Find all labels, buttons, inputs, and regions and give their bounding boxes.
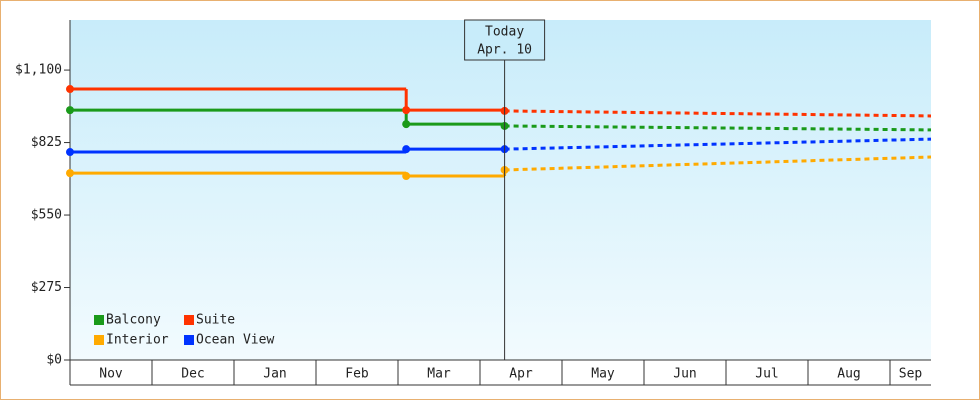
x-tick-label: Apr (509, 367, 533, 382)
price-point (66, 148, 74, 157)
forecast-segment (504, 155, 932, 172)
series (66, 137, 932, 157)
x-tick-label: Sep (899, 367, 923, 382)
price-point (402, 145, 411, 154)
today-box (464, 19, 546, 61)
legend-label: Suite (196, 313, 235, 328)
today-date: Apr. 10 (477, 43, 532, 58)
x-tick-label: Mar (427, 367, 451, 382)
forecast-segment (504, 109, 932, 118)
price-point (66, 85, 74, 94)
y-tick-label: $275 (31, 280, 62, 295)
legend-label: Ocean View (196, 333, 274, 348)
plot-area (70, 20, 931, 360)
forecast-segment (504, 124, 932, 132)
legend-label: Balcony (106, 313, 161, 328)
x-tick-label: Nov (99, 367, 123, 382)
today-title: Today (485, 25, 524, 40)
x-tick-label: Jan (263, 367, 286, 382)
x-tick-label: Jun (673, 367, 696, 382)
price-point (66, 169, 74, 178)
x-tick-label: May (591, 367, 615, 382)
y-tick-label: $0 (46, 353, 62, 368)
price-point (402, 120, 411, 129)
series (66, 85, 932, 118)
y-tick-label: $550 (31, 208, 62, 223)
legend-swatch (184, 335, 194, 345)
forecast-segment (504, 137, 932, 151)
x-tick-label: Feb (345, 367, 369, 382)
y-tick-label: $1,100 (15, 63, 62, 78)
x-tick-label: Jul (755, 367, 778, 382)
legend-label: Interior (106, 333, 169, 348)
series (66, 155, 932, 181)
price-point (66, 106, 74, 115)
legend-swatch (184, 315, 194, 325)
legend-swatch (94, 335, 104, 345)
price-point (402, 172, 411, 181)
x-tick-label: Aug (837, 367, 860, 382)
price-point (402, 106, 411, 115)
legend-swatch (94, 315, 104, 325)
x-tick-label: Dec (181, 367, 204, 382)
y-tick-label: $825 (31, 135, 62, 150)
